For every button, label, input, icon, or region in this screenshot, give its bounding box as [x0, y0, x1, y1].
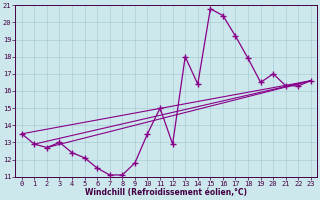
X-axis label: Windchill (Refroidissement éolien,°C): Windchill (Refroidissement éolien,°C) — [85, 188, 247, 197]
